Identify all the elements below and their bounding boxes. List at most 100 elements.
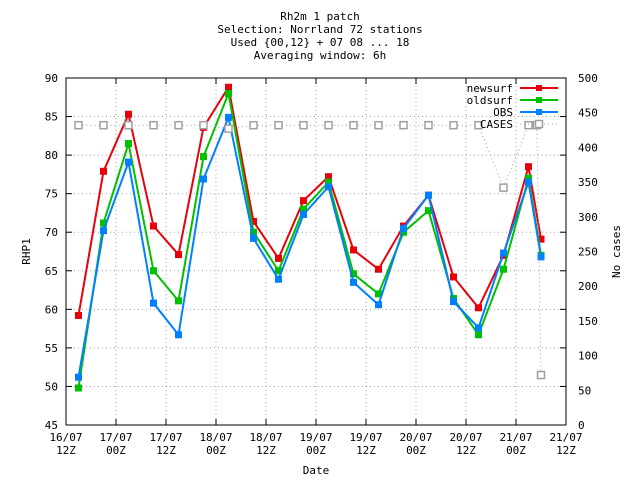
series-point <box>350 278 357 286</box>
series-point <box>375 301 382 309</box>
y-axis-label: RHP1 <box>20 238 33 265</box>
y2-axis-label: No cases <box>610 225 623 278</box>
x-tick-label: 00Z <box>106 444 126 457</box>
x-tick-label: 12Z <box>356 444 376 457</box>
series-point <box>524 120 533 130</box>
series-point <box>249 120 258 130</box>
title-line: Averaging window: 6h <box>254 49 386 62</box>
series-point <box>300 210 307 218</box>
x-tick-label: 19/07 <box>349 431 382 444</box>
series-point <box>125 140 132 148</box>
series-point <box>99 120 108 130</box>
series-point <box>200 175 207 183</box>
x-tick-label: 17/07 <box>99 431 132 444</box>
series-line <box>78 124 542 376</box>
series-point <box>325 183 332 191</box>
series-cases <box>74 120 546 380</box>
y-tick-label: 90 <box>45 72 58 85</box>
series-point <box>450 298 457 306</box>
legend-label: CASES <box>480 118 513 131</box>
y-tick-label: 80 <box>45 149 58 162</box>
x-tick-label: 00Z <box>306 444 326 457</box>
y2-tick-label: 150 <box>578 315 598 328</box>
series-point <box>399 120 408 130</box>
series-point <box>150 299 157 307</box>
y2-tick-label: 450 <box>578 107 598 120</box>
series-point <box>450 273 457 281</box>
x-tick-label: 12Z <box>156 444 176 457</box>
x-tick-label: 21/07 <box>499 431 532 444</box>
x-tick-label: 20/07 <box>449 431 482 444</box>
series-point <box>475 324 482 332</box>
x-tick-label: 17/07 <box>149 431 182 444</box>
x-tick-label: 12Z <box>256 444 276 457</box>
y-tick-label: 55 <box>45 342 58 355</box>
series-oldsurf <box>75 89 545 392</box>
title-line: Selection: Norrland 72 stations <box>217 23 422 36</box>
x-axis: 16/0712Z17/0700Z17/0712Z18/0700Z18/0712Z… <box>49 78 583 457</box>
x-tick-label: 16/07 <box>49 431 82 444</box>
title-line: Used {00,12} + 07 08 ... 18 <box>231 36 410 49</box>
series-point <box>274 120 283 130</box>
series-point <box>74 120 83 130</box>
x-axis-label: Date <box>303 464 330 477</box>
series-point <box>225 113 232 121</box>
legend-marker <box>536 97 542 103</box>
series-point <box>125 158 132 166</box>
y-axis: 45 50 55 60 65 70 75 80 85 90 <box>45 72 566 432</box>
series-point <box>250 234 257 242</box>
series-point <box>175 331 182 339</box>
series-point <box>174 120 183 130</box>
series-point <box>125 110 132 118</box>
x-tick-label: 12Z <box>556 444 576 457</box>
legend-label: newsurf <box>467 82 513 95</box>
legend-label: OBS <box>493 106 513 119</box>
series-point <box>500 249 507 257</box>
series-point <box>350 246 357 254</box>
x-tick-label: 18/07 <box>249 431 282 444</box>
series-obs <box>75 113 545 381</box>
y-tick-label: 60 <box>45 303 58 316</box>
x-tick-label: 12Z <box>456 444 476 457</box>
series-point <box>537 253 545 261</box>
series-point <box>349 120 358 130</box>
series-point <box>475 304 482 312</box>
series-point <box>224 124 233 133</box>
series-point <box>150 222 157 230</box>
x-tick-label: 00Z <box>506 444 526 457</box>
series-point <box>525 163 532 171</box>
series-point <box>400 224 407 232</box>
series-point <box>425 207 432 215</box>
series-point <box>499 183 508 192</box>
series-point <box>449 120 458 130</box>
series-point <box>374 120 383 130</box>
series-point <box>536 370 546 380</box>
series-line <box>77 89 542 389</box>
series-point <box>324 120 333 130</box>
y2-tick-label: 200 <box>578 280 598 293</box>
series-point <box>175 297 182 305</box>
series-point <box>200 153 207 161</box>
series-point <box>300 197 307 205</box>
series-point <box>175 251 182 259</box>
x-tick-label: 12Z <box>56 444 76 457</box>
series-point <box>149 120 158 130</box>
series-point <box>475 331 482 339</box>
series-point <box>425 191 432 199</box>
x-tick-label: 00Z <box>206 444 226 457</box>
y2-tick-label: 0 <box>578 419 585 432</box>
y-tick-label: 85 <box>45 111 58 124</box>
series-point <box>100 227 107 235</box>
y2-tick-label: 500 <box>578 72 598 85</box>
y-tick-label: 75 <box>45 188 58 201</box>
series-point <box>199 120 208 130</box>
series-point <box>525 178 532 186</box>
series-point <box>375 265 382 273</box>
series-point <box>424 120 433 130</box>
x-tick-label: 20/07 <box>399 431 432 444</box>
x-tick-label: 18/07 <box>199 431 232 444</box>
y2-tick-label: 50 <box>578 384 591 397</box>
grid <box>66 78 566 425</box>
series-point <box>225 83 232 91</box>
